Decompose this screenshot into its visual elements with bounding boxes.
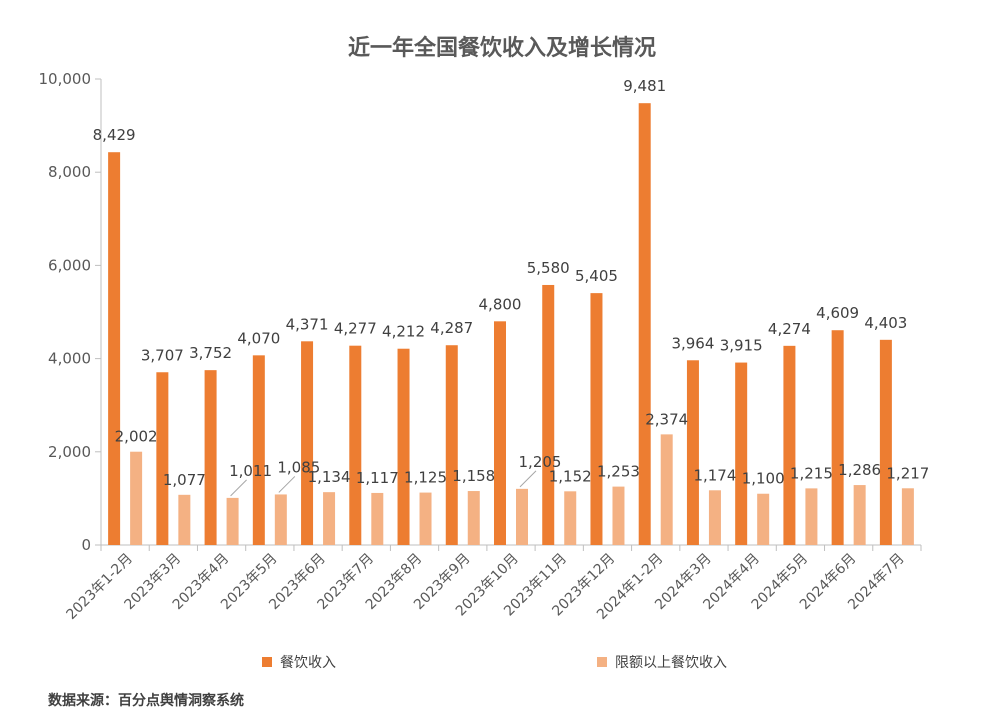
bar-series-2 [130,451,143,545]
bar-series-2 [901,488,914,545]
data-label-series-1: 4,274 [768,320,811,338]
legend-label: 餐饮收入 [280,655,336,671]
bar-series-1 [156,372,169,545]
data-label-series-2: 1,100 [742,470,785,488]
data-label-series-2: 1,158 [452,467,495,485]
bar-series-1 [252,355,265,545]
data-label-series-2: 1,077 [163,471,206,489]
data-label-series-2: 2,374 [645,410,688,428]
legend-label: 限额以上餐饮收入 [615,655,727,671]
data-label-series-1: 3,964 [671,334,714,352]
data-label-series-1: 4,371 [286,315,329,333]
bar-series-1 [445,345,458,545]
bar-series-1 [686,360,699,545]
bar-series-1 [301,341,314,545]
data-label-series-2: 1,253 [597,463,640,481]
bars [108,103,914,546]
x-axis: 2023年1-2月2023年3月2023年4月2023年5月2023年6月202… [63,544,922,623]
bar-series-2 [708,490,721,545]
bar-series-2 [612,486,625,545]
bar-series-2 [371,492,384,545]
data-label-series-2: 1,215 [790,464,833,482]
y-tick-label: 10,000 [39,70,92,88]
y-axis: 0 2,000 4,000 6,000 8,000 10,000 [39,70,102,554]
data-label-series-2: 1,152 [549,467,592,485]
bar-series-2 [853,485,866,545]
bar-series-1 [542,284,555,545]
data-label-series-1: 8,429 [93,126,136,144]
legend-swatch [597,657,607,667]
data-label-series-2: 1,085 [277,458,320,476]
data-label-series-1: 4,609 [816,304,859,322]
data-label-series-1: 3,707 [141,346,184,364]
bar-series-1 [397,348,410,545]
y-tick-label: 0 [81,536,91,554]
x-tick-label: 2023年1-2月 [63,551,135,623]
bar-series-2 [757,493,770,545]
data-label-series-1: 4,403 [864,314,907,332]
y-tick-label: 8,000 [48,163,91,181]
bar-series-1 [494,321,506,545]
data-label-series-2: 1,174 [693,466,736,484]
data-label-series-1: 3,915 [720,337,763,355]
bar-series-1 [879,339,892,545]
data-label-series-2: 1,217 [886,464,929,482]
data-label-series-2: 1,134 [308,468,351,486]
bar-series-2 [516,488,528,545]
data-label-series-1: 5,580 [527,259,570,277]
bar-series-1 [735,362,748,545]
bar-series-2 [564,491,577,545]
data-label-series-1: 4,287 [430,319,473,337]
data-label-series-1: 4,070 [237,329,280,347]
data-label-series-2: 1,125 [404,469,447,487]
bar-series-2 [467,491,480,545]
y-tick-label: 2,000 [48,443,91,461]
legend-item-series-1: 餐饮收入 [262,652,336,672]
bar-series-1 [204,370,217,545]
y-tick-label: 6,000 [48,256,91,274]
data-label-series-1: 4,212 [382,323,425,341]
legend-swatch [262,657,272,667]
bar-series-1 [590,293,603,545]
bar-series-2 [660,434,673,545]
y-tick-label: 4,000 [48,350,91,368]
bar-series-2 [323,492,336,545]
legend-item-series-2: 限额以上餐饮收入 [597,652,727,672]
data-label-series-1: 5,405 [575,267,618,285]
data-label-series-1: 3,752 [189,344,232,362]
bar-series-2 [178,494,191,545]
data-label-series-1: 9,481 [623,77,666,95]
bar-series-1 [108,152,121,545]
leader-line [278,476,296,493]
source-note: 数据来源：百分点舆情洞察系统 [48,693,244,709]
leader-line [230,479,247,497]
data-label-series-2: 1,286 [838,461,881,479]
data-label-series-1: 4,277 [334,320,377,338]
chart-title: 近一年全国餐饮收入及增长情况 [347,36,656,61]
data-label-series-2: 1,117 [356,469,399,487]
data-label-series-2: 1,205 [519,453,562,471]
data-label-series-1: 4,800 [479,295,522,313]
bar-series-2 [226,497,239,545]
bar-series-1 [831,330,844,545]
bar-series-2 [419,492,432,545]
bar-series-1 [349,345,362,545]
bar-series-1 [638,103,651,546]
bar-series-2 [274,494,287,545]
bar-series-1 [783,345,796,545]
data-label-series-2: 1,011 [229,462,272,480]
leader-line [519,470,537,488]
data-label-series-2: 2,002 [115,428,158,446]
bar-series-2 [805,488,818,545]
data-labels: 8,429 2,002 3,707 1,077 3,752 1,011 4,070 1,085… [93,77,929,497]
